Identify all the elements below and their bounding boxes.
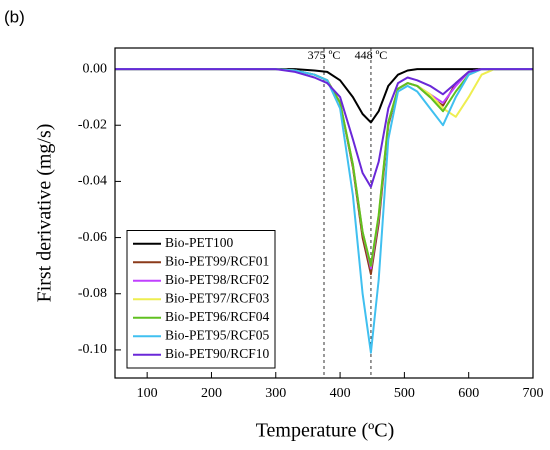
x-tick-label: 100: [137, 386, 158, 401]
x-tick-label: 400: [330, 386, 351, 401]
legend-label: Bio-PET99/RCF01: [165, 253, 269, 268]
y-tick-label: -0.08: [78, 286, 107, 301]
legend-label: Bio-PET98/RCF02: [165, 272, 269, 287]
y-tick-label: -0.04: [78, 174, 107, 189]
annotation: 448 ºC: [355, 48, 388, 62]
y-tick-label: 0.00: [83, 61, 108, 76]
legend-label: Bio-PET90/RCF10: [165, 346, 270, 361]
y-tick-label: -0.02: [78, 117, 107, 132]
y-axis-label: First derivative (mg/s): [34, 124, 56, 303]
x-axis-label: Temperature (ºC): [256, 420, 395, 442]
x-tick-label: 200: [201, 386, 222, 401]
legend-label: Bio-PET100: [165, 235, 234, 250]
x-tick-label: 300: [265, 386, 286, 401]
annotation: 375 ºC: [308, 48, 341, 62]
x-tick-label: 700: [523, 386, 544, 401]
legend-label: Bio-PET97/RCF03: [165, 290, 270, 305]
x-tick-label: 500: [394, 386, 415, 401]
y-tick-label: -0.10: [78, 342, 107, 357]
x-tick-label: 600: [458, 386, 479, 401]
panel-label: (b): [4, 7, 25, 26]
legend-label: Bio-PET96/RCF04: [165, 309, 270, 324]
plot-frame: [114, 47, 534, 379]
series-line: [115, 68, 533, 188]
legend-label: Bio-PET95/RCF05: [165, 327, 270, 342]
y-tick-label: -0.06: [78, 230, 107, 245]
